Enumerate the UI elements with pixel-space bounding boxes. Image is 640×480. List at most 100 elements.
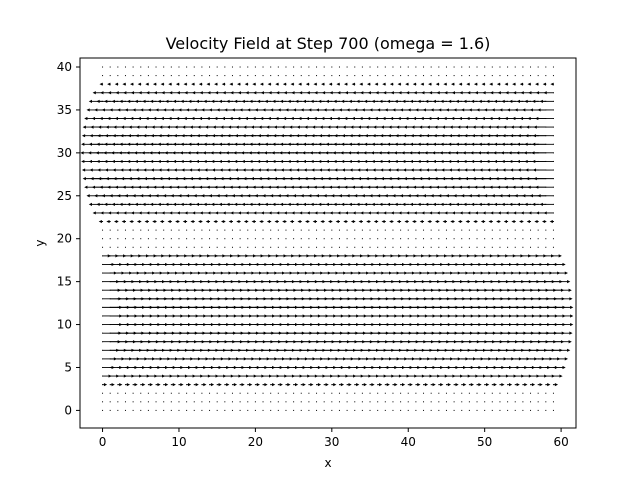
velocity-arrow-head — [455, 202, 459, 206]
velocity-arrow-head — [282, 219, 286, 224]
grid-dot — [468, 298, 470, 300]
velocity-arrow-head — [349, 168, 353, 172]
grid-dot — [484, 349, 486, 351]
velocity-arrow-head — [130, 82, 134, 86]
velocity-arrow-head — [491, 108, 495, 112]
velocity-arrow-head — [195, 159, 199, 164]
grid-dot — [316, 366, 318, 368]
velocity-arrow-head — [104, 99, 108, 103]
velocity-arrow-head — [137, 185, 141, 189]
velocity-arrow-head — [282, 185, 287, 189]
velocity-arrow-head — [104, 159, 108, 164]
velocity-arrow-head — [302, 151, 306, 155]
velocity-arrow-head — [180, 99, 184, 103]
velocity-arrow-head — [264, 99, 268, 103]
grid-dot — [468, 289, 470, 291]
grid-dot — [293, 289, 295, 291]
grid-dot — [247, 332, 249, 334]
velocity-arrow-head — [422, 108, 426, 112]
grid-dot — [293, 298, 295, 300]
grid-dot — [407, 409, 409, 411]
velocity-arrow-head — [216, 194, 220, 198]
velocity-arrow-head — [221, 185, 225, 189]
velocity-arrow-head — [476, 194, 480, 198]
velocity-arrow-head — [159, 125, 163, 129]
grid-dot — [262, 272, 264, 274]
grid-dot — [316, 349, 318, 351]
grid-dot — [507, 401, 509, 403]
velocity-arrow-head — [267, 185, 271, 189]
velocity-arrow-head — [311, 125, 316, 129]
velocity-arrow-head — [359, 254, 364, 258]
grid-dot — [186, 375, 188, 377]
velocity-arrow-head — [409, 142, 413, 146]
velocity-arrow-head — [211, 168, 216, 172]
velocity-arrow-head — [380, 125, 384, 129]
grid-dot — [231, 409, 233, 411]
velocity-arrow-head — [519, 185, 524, 189]
velocity-arrow-head — [241, 159, 245, 164]
velocity-arrow-head — [229, 116, 233, 121]
grid-dot — [270, 324, 272, 326]
velocity-arrow-head — [379, 383, 383, 387]
grid-dot — [552, 409, 554, 411]
grid-dot — [514, 401, 516, 403]
velocity-arrow-head — [317, 383, 322, 387]
velocity-arrow-head — [312, 219, 316, 224]
velocity-arrow-head — [512, 211, 517, 215]
velocity-arrow-head — [348, 142, 352, 146]
velocity-arrow-head — [279, 142, 284, 146]
velocity-arrow-head — [543, 254, 547, 258]
velocity-arrow-head — [386, 202, 391, 206]
velocity-arrow-head — [372, 168, 376, 172]
velocity-arrow-head — [352, 91, 356, 95]
grid-dot — [423, 332, 425, 334]
velocity-arrow-head — [340, 159, 345, 164]
velocity-arrow-head — [386, 99, 391, 103]
grid-dot — [476, 306, 478, 308]
velocity-arrow-head — [217, 151, 222, 155]
velocity-arrow-head — [114, 82, 118, 86]
velocity-arrow-head — [139, 194, 144, 198]
velocity-arrow-head — [505, 254, 509, 258]
grid-dot — [392, 366, 394, 368]
velocity-arrow-head — [107, 185, 111, 189]
velocity-arrow-head — [144, 219, 148, 224]
grid-dot — [430, 401, 432, 403]
velocity-arrow-head — [182, 125, 186, 129]
grid-dot — [537, 341, 539, 343]
velocity-arrow-head — [114, 185, 118, 189]
velocity-arrow-head — [97, 177, 102, 181]
velocity-arrow-head — [481, 82, 485, 86]
grid-dot — [132, 272, 134, 274]
velocity-arrow-head — [360, 211, 364, 215]
velocity-arrow-head — [449, 125, 453, 129]
velocity-arrow-head — [105, 177, 109, 181]
grid-dot — [530, 358, 532, 360]
velocity-arrow-head — [399, 108, 404, 112]
grid-dot — [201, 281, 203, 283]
grid-dot — [186, 349, 188, 351]
grid-dot — [262, 341, 264, 343]
grid-dot — [461, 281, 463, 283]
grid-dot — [316, 358, 318, 360]
grid-dot — [277, 366, 279, 368]
velocity-arrow-head — [220, 177, 224, 181]
velocity-arrow-head — [497, 91, 501, 95]
velocity-arrow-head — [432, 383, 436, 387]
grid-dot — [316, 341, 318, 343]
grid-dot — [507, 384, 509, 386]
grid-dot — [392, 392, 394, 394]
velocity-arrow-head — [522, 194, 526, 198]
velocity-arrow-head — [134, 99, 138, 103]
velocity-arrow-head — [242, 168, 246, 172]
grid-dot — [369, 289, 371, 291]
grid-dot — [285, 401, 287, 403]
grid-dot — [254, 349, 256, 351]
velocity-arrow-head — [214, 185, 218, 189]
velocity-arrow-head — [145, 116, 149, 121]
velocity-arrow-head — [250, 134, 254, 138]
velocity-arrow-head — [139, 108, 144, 112]
grid-dot — [124, 366, 126, 368]
velocity-arrow-head — [417, 202, 421, 206]
